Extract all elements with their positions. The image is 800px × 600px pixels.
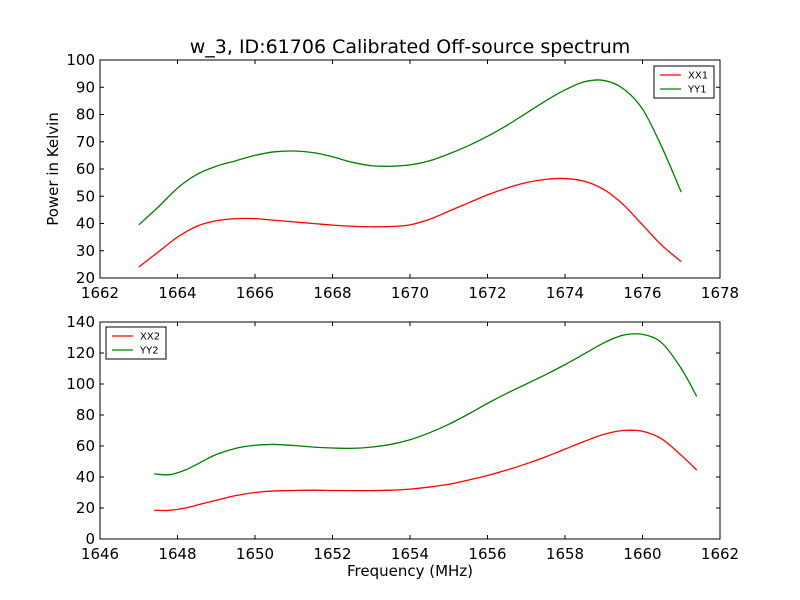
- top-subplot: 1662 1664 1666 1668 1670 1672 1674 1676 1678 20 30…: [66, 51, 739, 302]
- y-tick-label: 100: [66, 51, 95, 69]
- legend-box: [653, 65, 715, 99]
- x-tick-label: 1650: [236, 545, 274, 563]
- x-tick-label: 1678: [701, 284, 739, 302]
- y-tick-label: 80: [76, 406, 95, 424]
- y-tick-label: 20: [76, 269, 95, 287]
- y-tick-label: 100: [66, 375, 95, 393]
- series-line-xx2: [154, 429, 698, 512]
- chart-title: w_3, ID:61706 Calibrated Off-source spec…: [190, 36, 631, 58]
- y-tick-label: 40: [76, 468, 95, 486]
- x-tick-label: 1668: [313, 284, 351, 302]
- y-tick-label: 140: [66, 313, 95, 331]
- legend-box: [105, 326, 167, 360]
- y-tick-label: 60: [76, 160, 95, 178]
- x-tick-label: 1654: [391, 545, 429, 563]
- x-tick-label: 1652: [313, 545, 351, 563]
- series-line-xx1: [138, 177, 682, 268]
- legend-label-xx2: XX2: [140, 332, 160, 343]
- x-tick-label: 1648: [158, 545, 196, 563]
- x-tick-label: 1670: [391, 284, 429, 302]
- series-line-yy2: [154, 333, 698, 476]
- legend-label-yy2: YY2: [139, 346, 159, 357]
- x-tick-label: 1662: [81, 284, 119, 302]
- x-tick-label: 1676: [623, 284, 661, 302]
- y-tick-label: 70: [76, 133, 95, 151]
- x-tick-label: 1646: [81, 545, 119, 563]
- y-tick-label: 40: [76, 215, 95, 233]
- series-line-yy1: [138, 79, 682, 226]
- y-tick-label: 50: [76, 187, 95, 205]
- y-tick-label: 90: [76, 78, 95, 96]
- x-tick-label: 1672: [468, 284, 506, 302]
- y-tick-label: 20: [76, 499, 95, 517]
- y-tick-label: 80: [76, 106, 95, 124]
- x-tick-label: 1656: [468, 545, 506, 563]
- x-tick-label: 1664: [158, 284, 196, 302]
- y-tick-label: 60: [76, 437, 95, 455]
- y-tick-label: 0: [85, 530, 95, 548]
- x-tick-label: 1658: [546, 545, 584, 563]
- y-tick-label: 30: [76, 242, 95, 260]
- x-tick-label: 1666: [236, 284, 274, 302]
- legend-label-xx1: XX1: [688, 71, 708, 82]
- x-tick-label: 1662: [701, 545, 739, 563]
- y-tick-label: 120: [66, 344, 95, 362]
- x-tick-label: 1674: [546, 284, 584, 302]
- y-axis-label: Power in Kelvin: [44, 112, 62, 226]
- bottom-subplot: 1646 1648 1650 1652 1654 1656 1658 1660 1662 0 20 4…: [66, 313, 739, 563]
- legend-label-yy1: YY1: [687, 85, 707, 96]
- x-axis-label: Frequency (MHz): [347, 562, 473, 580]
- x-tick-label: 1660: [623, 545, 661, 563]
